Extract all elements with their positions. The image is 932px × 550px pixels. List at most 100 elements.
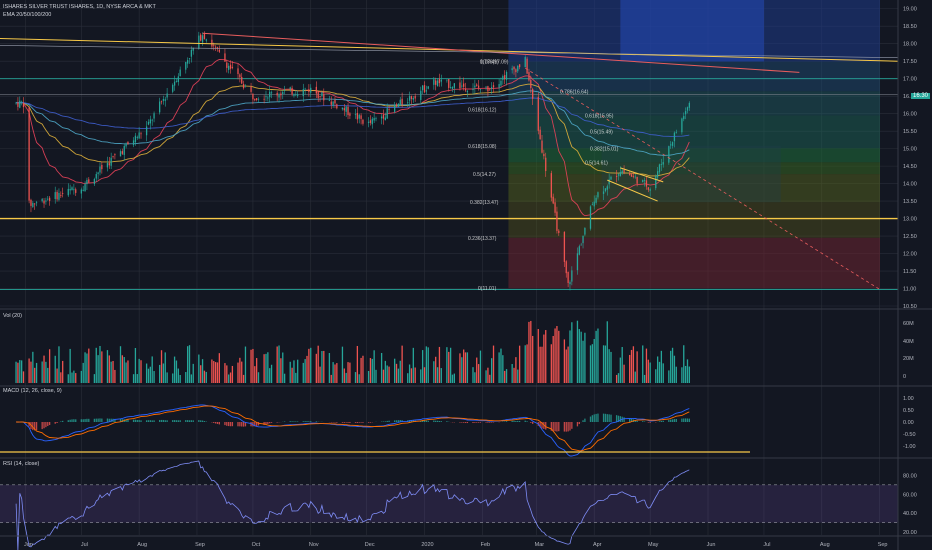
volume-bar [505,369,508,383]
macd-hist-bar [147,420,150,422]
volume-bar [276,346,278,383]
volume-bar [250,349,252,383]
candle [218,49,221,52]
macd-hist-bar [192,420,194,422]
volume-bar [127,360,129,383]
macd-hist-bar [203,421,206,422]
fib-zone [508,91,880,116]
candle [451,87,454,89]
candle [384,117,386,121]
macd-hist-bar [138,420,140,422]
macd-hist-bar [62,420,64,422]
candle [356,112,359,120]
volume-bar [99,345,101,383]
macd-hist-bar [524,420,526,422]
ema-200-line [16,97,690,137]
candle [190,49,193,57]
volume-bar [345,372,347,383]
candle [656,171,659,178]
volume-bar [602,345,605,383]
candle [229,64,232,69]
macd-hist-bar [552,422,554,432]
price-tick-label: 15.50 [903,129,917,135]
volume-bar [438,346,441,383]
candle [610,176,612,180]
volume-bar [617,373,620,383]
macd-hist-bar [237,422,239,427]
time-tick-label: 2020 [421,542,433,548]
candle [466,90,469,93]
candle [686,107,689,111]
candle [48,197,51,201]
volume-bar [427,347,429,383]
macd-hist-bar [397,420,400,422]
volume-bar [269,368,271,383]
candle [108,163,110,166]
macd-hist-bar [254,422,256,427]
candle [136,136,138,138]
candle [556,211,558,231]
macd-hist-bar [67,420,69,422]
macd-hist-bar [604,413,607,422]
volume-bar [649,362,651,383]
candle [602,191,605,194]
volume-bar [515,357,517,383]
candle [589,206,592,229]
candle [608,179,610,185]
candle [360,115,362,119]
volume-bar [341,346,344,383]
macd-hist-bar [369,422,372,423]
volume-bar [513,367,515,383]
macd-hist-bar [69,419,71,422]
macd-hist-bar [160,419,163,422]
volume-bar [610,351,612,383]
candle [254,98,256,101]
candle [173,81,176,86]
volume-bar [541,346,543,383]
volume-bar [375,369,377,383]
candle [80,189,82,194]
macd-hist-bar [582,420,584,422]
volume-bar [362,355,364,383]
volume-bar [267,352,269,383]
volume-bar [22,371,25,383]
price-tick-label: 12.00 [903,252,917,258]
candle [211,39,213,47]
volume-bar [216,362,219,383]
macd-hist-bar [306,421,308,422]
candle [47,198,49,200]
volume-bar [188,345,191,383]
price-candles [15,31,691,291]
volume-bar [28,358,30,383]
volume-bar [629,354,631,383]
volume-bar [656,356,659,383]
volume-bar [543,334,545,383]
time-tick-label: Dec [365,542,375,548]
volume-bar [317,345,319,383]
macd-hist-bar [459,422,461,423]
candle [463,83,465,87]
macd-hist-bar [349,422,351,423]
time-tick-label: Jul [763,542,770,548]
fib-zone [508,162,880,175]
volume-bar [490,358,493,383]
macd-hist-bar [684,418,687,422]
macd-hist-bar [662,420,664,422]
volume-bar [203,370,206,383]
volume-bar [173,356,176,383]
candle [354,113,357,115]
volume-bar [643,374,646,383]
volume-bar [623,364,625,383]
volume-bar [668,370,670,383]
volume-bar [487,367,489,383]
macd-hist-bar [28,422,30,427]
candle [58,192,60,200]
candle [427,86,429,89]
candle [317,91,319,99]
volume-bar [140,360,142,383]
candle [591,204,594,206]
macd-hist-bar [610,414,612,422]
volume-bar [213,361,215,383]
